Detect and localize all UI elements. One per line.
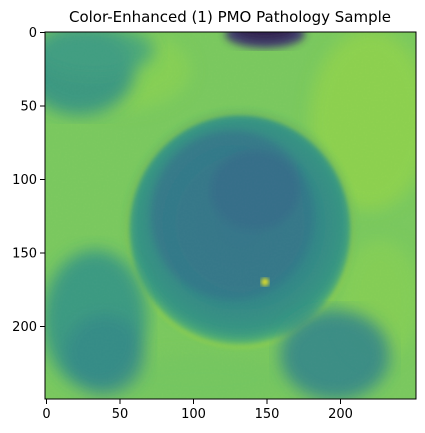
- x-tick-label: 150: [255, 407, 280, 422]
- y-tick-label: 50: [20, 100, 37, 115]
- x-axis: 0 50 100 150 200: [42, 399, 353, 422]
- pathology-image: [25, 20, 425, 405]
- x-tick-label: 0: [42, 407, 50, 422]
- x-tick-label: 50: [112, 407, 129, 422]
- y-tick-label: 0: [29, 26, 37, 41]
- y-tick-label: 100: [12, 173, 37, 188]
- x-tick-label: 200: [328, 407, 353, 422]
- y-tick-label: 150: [12, 247, 37, 262]
- y-tick-label: 200: [12, 320, 37, 335]
- y-axis: 0 50 100 150 200: [12, 26, 45, 335]
- x-tick-label: 100: [181, 407, 206, 422]
- chart-title: Color-Enhanced (1) PMO Pathology Sample: [69, 8, 391, 26]
